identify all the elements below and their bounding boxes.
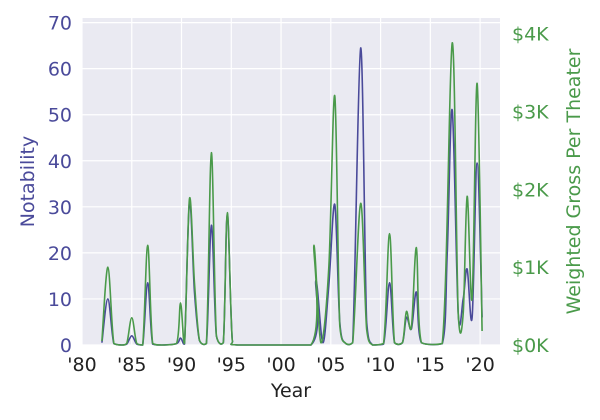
x-tick-label: '85 <box>117 354 146 376</box>
y-tick-label-right: $0K <box>512 335 549 357</box>
x-tick-label: '80 <box>67 354 96 376</box>
x-tick-label: '15 <box>416 354 445 376</box>
y-tick-label-left: 60 <box>48 59 72 81</box>
x-tick-label: '90 <box>167 354 196 376</box>
x-tick-label: '95 <box>217 354 246 376</box>
y-tick-label-left: 70 <box>48 13 72 35</box>
x-axis-title: Year <box>270 380 311 402</box>
y-tick-label-right: $1K <box>512 257 549 279</box>
y-tick-label-left: 40 <box>48 151 72 173</box>
y-tick-label-left: 0 <box>60 335 72 357</box>
x-tick-labels: '80 '85 '90 '95 '00 '05 '10 '15 '20 <box>67 354 495 376</box>
y-tick-label-right: $4K <box>512 24 549 46</box>
y-tick-label-right: $2K <box>512 179 549 201</box>
x-tick-label: '10 <box>366 354 395 376</box>
series-line-gross <box>101 42 483 346</box>
y-tick-label-right: $3K <box>512 101 549 123</box>
y-tick-label-left: 20 <box>48 243 72 265</box>
y-tick-labels-right: $0K $1K $2K $3K $4K <box>512 24 549 357</box>
y-tick-label-left: 10 <box>48 289 72 311</box>
y-tick-labels-left: 0 10 20 30 40 50 60 70 <box>48 13 72 357</box>
y-tick-label-left: 30 <box>48 197 72 219</box>
y-axis-title-right: Weighted Gross Per Theater <box>563 48 585 314</box>
y-tick-label-left: 50 <box>48 105 72 127</box>
y-axis-title-left: Notability <box>17 136 39 228</box>
series-layer <box>101 42 483 346</box>
x-tick-label: '20 <box>465 354 494 376</box>
x-tick-label: '05 <box>316 354 345 376</box>
x-tick-label: '00 <box>266 354 295 376</box>
